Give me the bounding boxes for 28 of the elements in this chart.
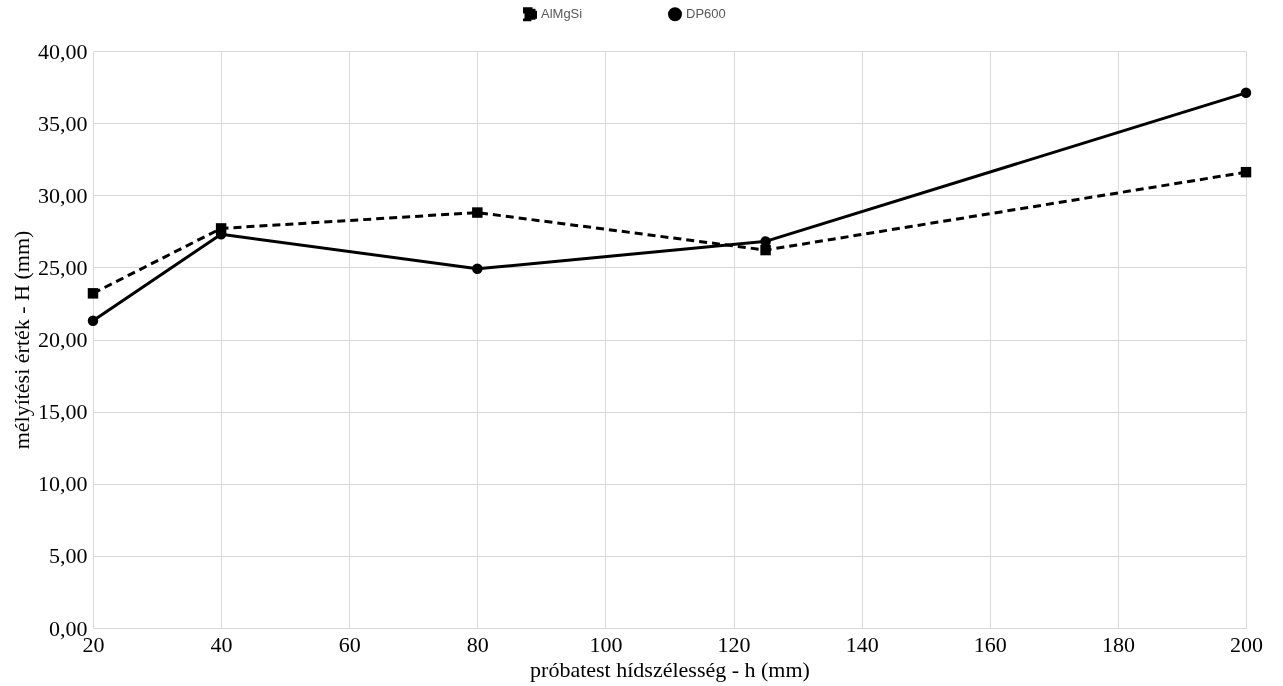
y-tick-label: 25,00 [38,254,88,280]
y-tick-label: 35,00 [38,110,88,136]
y-tick-label: 40,00 [38,38,88,64]
x-tick-label: 40 [210,631,233,657]
x-axis-title: próbatest hídszélesség - h (mm) [530,656,810,682]
x-tick-label: 80 [466,631,489,657]
x-tick-label: 60 [338,631,361,657]
x-tick-label: 180 [1101,631,1135,657]
x-tick-label: 200 [1230,631,1263,657]
y-tick-label: 10,00 [38,471,88,497]
x-tick-label: 160 [973,631,1007,657]
point [87,288,99,299]
legend-label: AlMgSi [541,6,583,22]
x-tick-label: 120 [717,631,751,657]
y-tick-label: 20,00 [38,327,88,352]
point [760,244,771,256]
y-tick-label: 15,00 [38,399,88,425]
x-tick-label: 100 [589,631,623,657]
point [87,315,99,326]
y-tick-label: 30,00 [38,182,88,208]
x-tick-label: 140 [845,631,879,657]
point [1240,166,1252,178]
point [1240,87,1252,99]
y-tick-label: 5,00 [49,543,88,569]
point [472,207,483,218]
point [472,263,483,275]
y-axis-title: mélyítési érték - H (mm) [9,230,34,450]
legend-label: DP600 [686,6,726,22]
